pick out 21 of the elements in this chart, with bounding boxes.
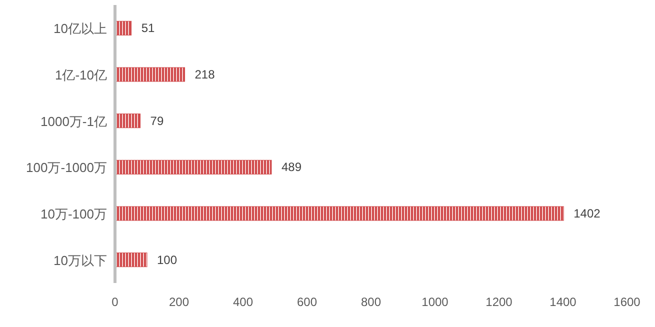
y-tick-label: 1亿-10亿 [54, 68, 107, 82]
x-tick-label: 1400 [550, 295, 577, 309]
x-tick-label: 200 [168, 295, 190, 309]
y-tick-label: 100万-1000万 [26, 160, 107, 176]
data-label: 51 [141, 21, 155, 36]
data-label: 79 [150, 114, 164, 128]
x-tick-label: 1000 [422, 295, 449, 309]
y-tick-label: 10万-100万 [40, 206, 107, 222]
data-label: 218 [194, 68, 216, 82]
y-tick-label: 10万以下 [54, 252, 107, 268]
y-tick-label: 10亿以上 [54, 21, 107, 36]
x-tick-label: 400 [232, 295, 254, 309]
x-tick-label: 800 [360, 295, 382, 309]
x-tick-label: 600 [296, 295, 318, 309]
x-tick-label: 1600 [614, 295, 641, 309]
y-tick-label: 1000万-1亿 [40, 114, 107, 129]
data-label: 100 [157, 252, 178, 267]
x-tick-label: 1200 [486, 295, 513, 309]
data-label: 1402 [574, 206, 601, 220]
data-label: 489 [281, 160, 302, 174]
x-tick-label: 0 [112, 295, 119, 309]
